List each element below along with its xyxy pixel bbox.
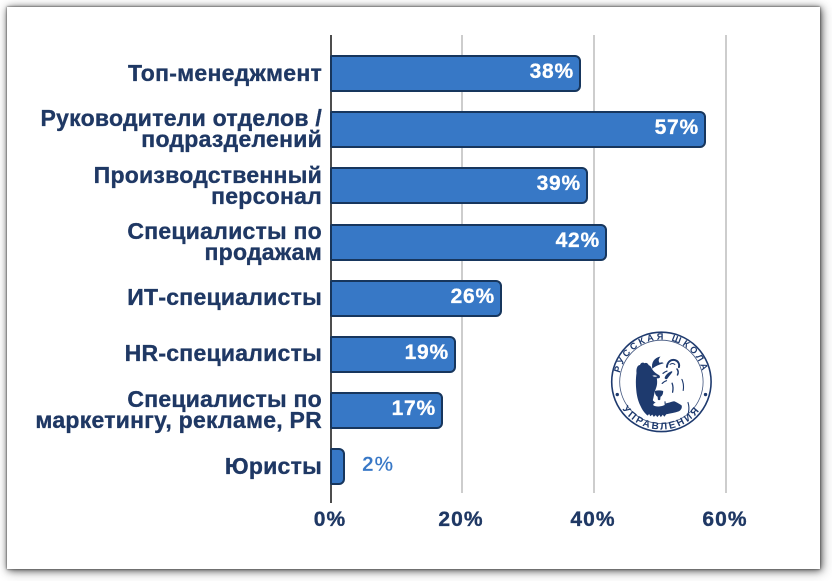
svg-text:РУССКАЯ ШКОЛА: РУССКАЯ ШКОЛА: [612, 332, 710, 374]
